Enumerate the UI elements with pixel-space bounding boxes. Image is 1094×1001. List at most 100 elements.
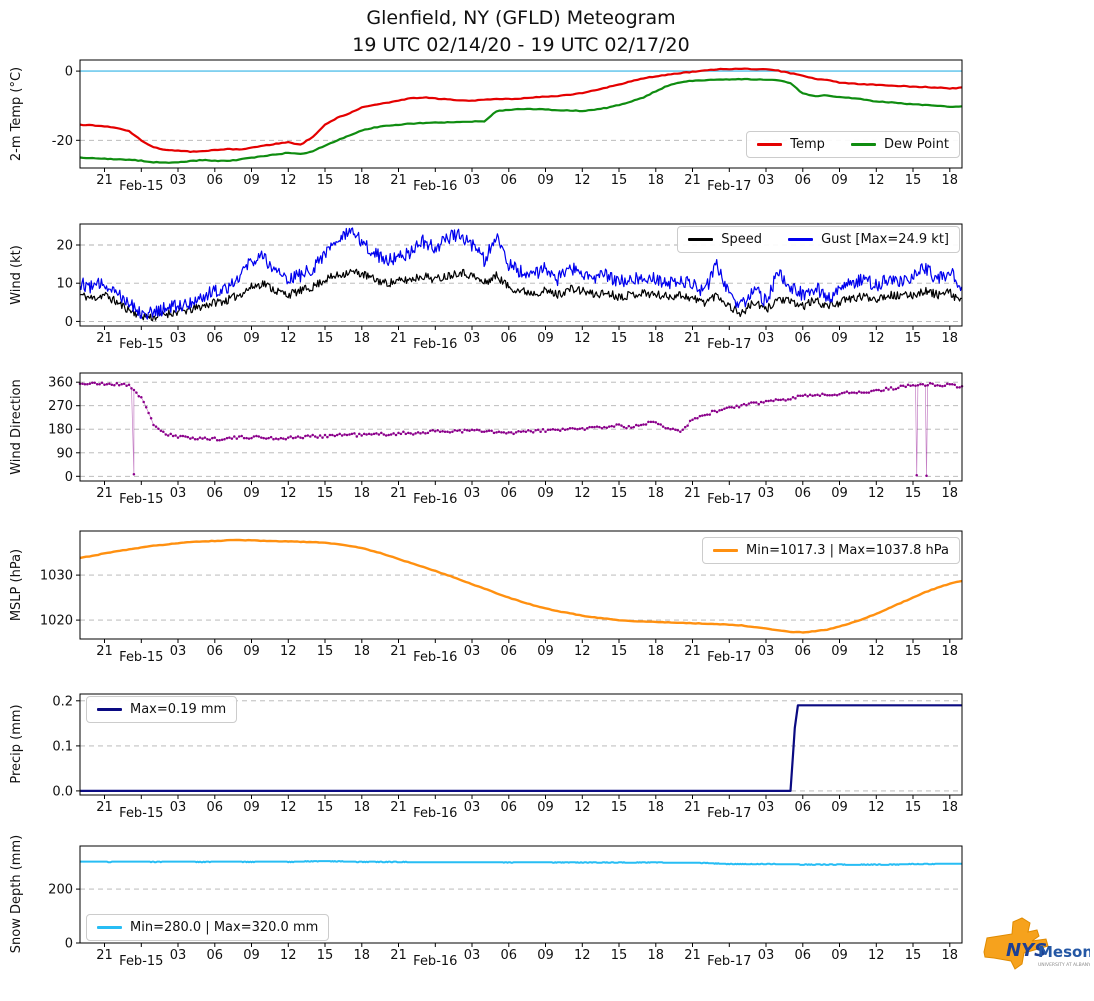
x-tick-label-date: Feb-16 — [413, 492, 457, 507]
x-tick-label: 09 — [537, 948, 554, 963]
series-marker-dir — [380, 431, 383, 435]
series-marker-dir — [176, 436, 180, 439]
ny-state-shape — [983, 917, 1049, 970]
series-marker-dir — [946, 382, 949, 385]
series-marker-dir — [411, 433, 415, 436]
x-tick-label: 15 — [317, 800, 334, 815]
series-marker-dir — [754, 401, 758, 404]
series-marker-dir — [948, 382, 952, 386]
series-marker-dir — [955, 386, 959, 389]
series-marker-dir — [718, 409, 721, 412]
y-tick-label: 0.1 — [52, 739, 73, 754]
axes-box — [79, 530, 963, 640]
series-marker-dir — [318, 434, 322, 437]
y-tick-label: 20 — [56, 239, 73, 254]
x-tick-label: 06 — [795, 800, 812, 815]
x-tick-label: 21 — [684, 800, 701, 815]
series-marker-dir — [681, 428, 684, 431]
y-tick-label: 0 — [65, 470, 73, 485]
series-marker-dir — [306, 434, 310, 437]
x-tick-label: 15 — [905, 486, 922, 501]
nys-mesonet-logo: NYS Mesonet UNIVERSITY AT ALBANY — [978, 912, 1094, 984]
series-marker-dir — [237, 435, 241, 438]
x-tick-label-date: Feb-16 — [413, 954, 457, 969]
x-tick-label: 18 — [354, 644, 371, 659]
series-marker-dir — [86, 382, 89, 386]
series-marker-dir — [779, 398, 782, 402]
series-marker-dir — [487, 429, 491, 433]
y-axis-label-snow-depth: Snow Depth (mm) — [9, 834, 24, 954]
y-axis-label-wind: Wind (kt) — [9, 245, 24, 305]
x-tick-label: 15 — [317, 331, 334, 346]
x-tick-label: 06 — [501, 644, 518, 659]
series-marker-dir — [215, 438, 219, 442]
series-marker-dir — [95, 382, 99, 386]
x-tick-label: 18 — [648, 948, 665, 963]
series-marker-dir — [228, 436, 231, 439]
series-marker-dir — [316, 436, 319, 439]
x-tick-label: 09 — [243, 486, 260, 501]
x-tick-label: 03 — [758, 173, 775, 188]
snow-line-sample — [97, 926, 122, 929]
series-marker-dir — [311, 433, 314, 437]
series-line-precip — [80, 704, 962, 792]
series-marker-dir — [345, 433, 349, 437]
x-tick-label: 06 — [207, 948, 224, 963]
series-marker-dir — [433, 430, 437, 433]
series-marker-dir — [267, 436, 270, 440]
series-marker-dir — [928, 381, 932, 385]
series-marker-dir — [108, 382, 111, 385]
x-tick-label: 21 — [684, 644, 701, 659]
series-marker-dir — [326, 435, 329, 439]
series-marker-dir — [394, 433, 398, 437]
x-tick-label: 03 — [170, 948, 187, 963]
y-tick-label: 10 — [56, 277, 73, 292]
series-marker-dir — [313, 435, 317, 438]
logo-text-mesonet: Mesonet — [1038, 943, 1090, 961]
x-tick-label: 18 — [354, 331, 371, 346]
series-marker-dir — [83, 382, 87, 386]
series-marker-dir — [446, 430, 449, 434]
series-marker-dir — [353, 432, 356, 435]
series-marker-dir — [958, 386, 961, 389]
series-marker-dir — [456, 429, 459, 433]
x-tick-label-date: Feb-17 — [707, 179, 751, 194]
x-tick-label: 03 — [170, 800, 187, 815]
x-tick-label-date: Feb-15 — [119, 337, 163, 352]
series-marker-dir — [125, 384, 128, 388]
series-marker-dir — [889, 386, 893, 389]
x-tick-label: 15 — [905, 331, 922, 346]
series-marker-dir — [340, 434, 344, 437]
series-marker-dir — [536, 428, 540, 431]
axes-box — [79, 223, 963, 327]
series-marker-dir — [323, 433, 327, 437]
x-tick-label: 12 — [280, 644, 297, 659]
series-marker-dir — [149, 416, 153, 420]
series-marker-dir — [803, 393, 807, 396]
series-line-snow — [80, 860, 962, 866]
series-marker-dir — [666, 426, 670, 430]
y-tick-label: 90 — [56, 446, 73, 461]
x-tick-label: 21 — [390, 173, 407, 188]
series-marker-dir — [925, 474, 928, 478]
series-marker-dir — [91, 381, 94, 384]
legend-label-gust: Gust [Max=24.9 kt] — [821, 232, 949, 247]
series-marker-dir — [527, 429, 530, 432]
series-marker-dir — [218, 438, 221, 442]
x-tick-label: 03 — [464, 948, 481, 963]
series-marker-dir — [676, 429, 680, 432]
x-tick-label: 12 — [868, 800, 885, 815]
series-marker-dir — [247, 437, 251, 440]
x-tick-label: 12 — [280, 486, 297, 501]
y-tick-label: 200 — [48, 883, 73, 898]
x-tick-label: 12 — [280, 948, 297, 963]
series-marker-dir — [171, 434, 175, 438]
series-marker-dir — [213, 436, 216, 439]
y-axis-label-precip: Precip (mm) — [9, 704, 24, 784]
series-marker-dir — [291, 436, 295, 440]
series-marker-dir — [463, 428, 466, 431]
series-marker-dir — [840, 391, 844, 395]
series-marker-dir — [615, 423, 618, 426]
series-marker-dir — [919, 382, 922, 386]
series-marker-dir — [781, 398, 785, 401]
